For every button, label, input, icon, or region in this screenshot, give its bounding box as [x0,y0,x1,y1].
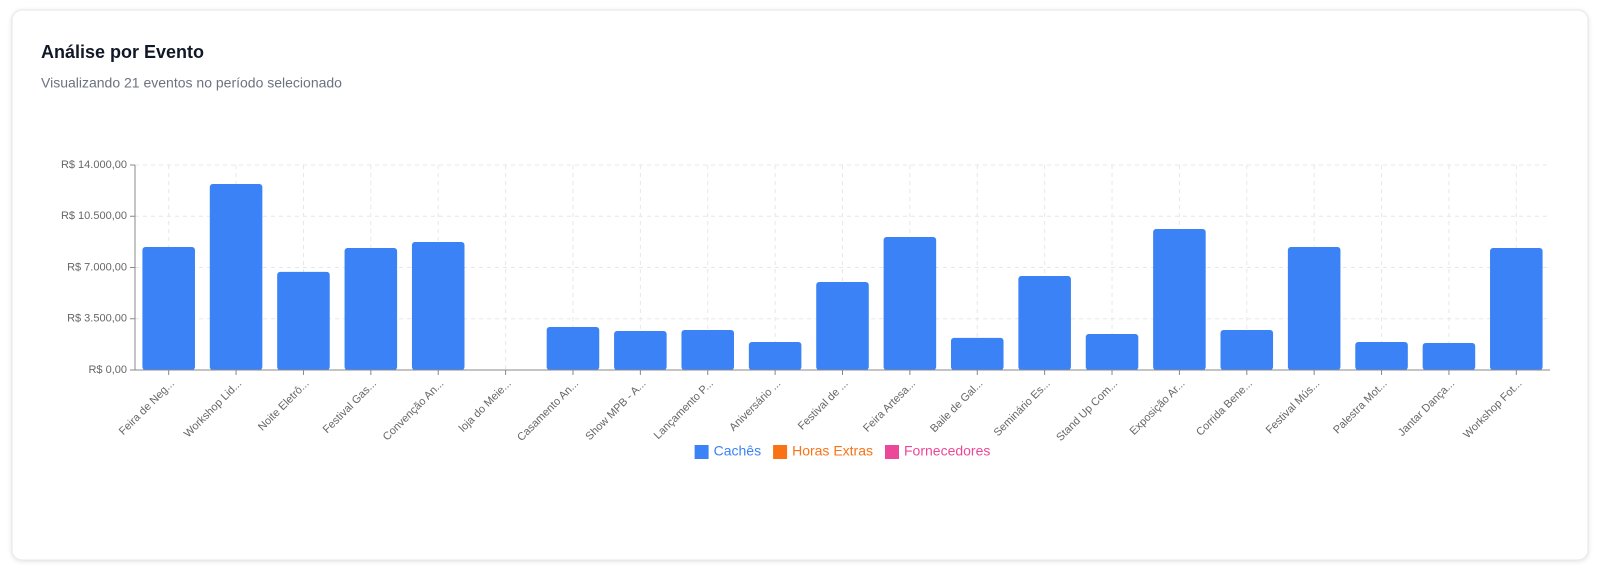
bar [277,271,330,370]
bar [816,281,869,370]
bar [1018,275,1071,370]
y-tick-label: R$ 0,00 [88,364,127,376]
y-tick-label: R$ 14.000,00 [61,159,127,171]
chart-subtitle: Visualizando 21 eventos no período selec… [41,75,342,91]
bar [344,248,398,370]
bar [1287,247,1341,370]
legend-swatch [773,445,788,459]
bar [1220,330,1274,370]
bar [950,337,1004,370]
bar [546,326,600,370]
legend-swatch [694,445,709,459]
bar [1085,333,1139,370]
bar [209,184,263,370]
card [11,9,1589,561]
bar [1490,248,1543,370]
y-tick-label: R$ 7.000,00 [67,261,127,273]
bar [411,242,465,370]
y-tick-label: R$ 10.500,00 [61,210,127,222]
y-tick-label: R$ 3.500,00 [67,313,127,325]
bar [142,247,195,370]
bar [883,237,937,370]
bar [614,331,667,370]
bar [748,342,802,370]
legend-label: Fornecedores [904,443,990,459]
bar [681,330,735,370]
legend: Cachês Horas Extras Fornecedores [694,443,990,459]
bar [1422,343,1476,370]
legend-label: Horas Extras [792,443,873,459]
chart-title: Análise por Evento [41,42,204,62]
legend-swatch [885,445,899,459]
bar [1153,228,1206,370]
legend-label: Cachês [714,443,761,459]
bar [1355,342,1408,370]
